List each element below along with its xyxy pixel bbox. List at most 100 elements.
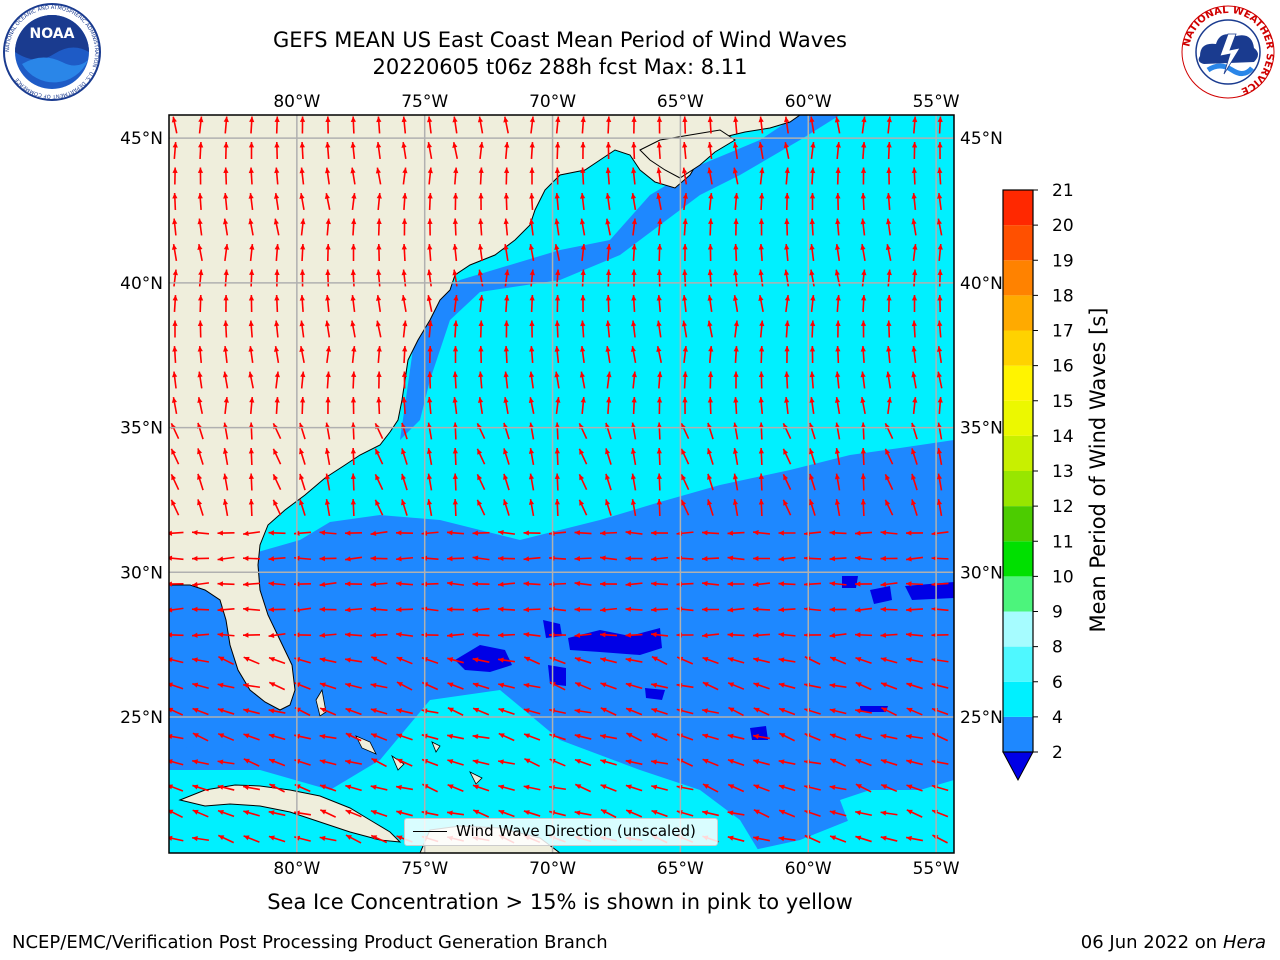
wind-wave-arrow — [784, 243, 790, 262]
colorbar-extend — [1002, 751, 1034, 782]
wind-wave-arrow — [497, 581, 516, 587]
wind-wave-arrow — [906, 707, 923, 716]
wind-wave-arrow — [350, 473, 356, 491]
wind-wave-arrow — [376, 371, 382, 389]
wind-wave-arrow — [248, 498, 254, 517]
wind-wave-arrow — [395, 606, 414, 613]
wind-wave-arrow — [758, 218, 765, 236]
wind-wave-arrow — [345, 682, 362, 689]
wind-wave-arrow — [427, 243, 433, 262]
wind-wave-arrow — [198, 141, 204, 160]
wind-wave-arrow — [345, 732, 362, 742]
wind-wave-arrow — [223, 269, 229, 287]
wind-wave-arrow — [758, 473, 764, 491]
wind-wave-arrow — [911, 192, 917, 211]
wind-wave-arrow — [733, 269, 739, 287]
colorbar-tick-label: 18 — [1052, 286, 1074, 306]
wind-wave-arrow — [554, 473, 560, 491]
wind-wave-arrow — [242, 682, 261, 689]
wind-wave-arrow — [375, 320, 382, 338]
footer-date-text: 06 Jun 2022 on — [1080, 932, 1218, 953]
wind-wave-arrow — [732, 473, 739, 491]
colorbar-segment — [1003, 541, 1033, 577]
wind-wave-arrow — [937, 320, 943, 338]
wind-wave-arrow — [172, 141, 178, 160]
wind-wave-arrow — [682, 269, 688, 287]
wind-wave-arrow — [319, 530, 337, 536]
wind-wave-arrow — [778, 657, 796, 663]
wind-wave-arrow — [630, 447, 637, 466]
wind-wave-arrow — [477, 116, 484, 134]
noaa-logo: NOAA NATIONAL OCEANIC AND ATMOSPHERIC AD… — [2, 2, 102, 102]
wind-wave-arrow — [274, 269, 280, 287]
wind-wave-arrow — [855, 783, 872, 793]
wind-wave-arrow — [599, 632, 618, 638]
wind-wave-arrow — [880, 835, 898, 842]
wind-wave-arrow — [606, 396, 612, 415]
wind-wave-arrow — [727, 657, 745, 664]
map-frame — [168, 114, 955, 854]
wind-wave-arrow — [325, 396, 331, 415]
wind-wave-arrow — [217, 581, 235, 587]
wind-wave-arrow — [376, 141, 382, 160]
wind-wave-arrow — [835, 371, 841, 389]
wind-wave-arrow — [600, 682, 617, 690]
wind-wave-arrow — [707, 448, 714, 465]
wind-wave-arrow — [478, 371, 484, 389]
colorbar-tick-label: 4 — [1052, 708, 1063, 728]
colorbar-segment — [1003, 330, 1033, 366]
wind-wave-arrow — [630, 192, 637, 211]
wind-wave-arrow — [395, 784, 414, 791]
wind-wave-arrow — [497, 657, 516, 663]
wind-wave-arrow — [656, 422, 662, 440]
wind-wave-arrow — [605, 473, 612, 491]
wind-wave-arrow — [682, 141, 688, 160]
lon-label: 75°W — [401, 92, 448, 112]
wind-wave-arrow — [733, 218, 739, 236]
wind-wave-arrow — [733, 345, 739, 364]
wind-wave-arrow — [936, 447, 943, 466]
wind-wave-arrow — [911, 295, 918, 312]
wind-wave-arrow — [427, 320, 433, 338]
wind-wave-arrow — [834, 243, 841, 262]
wind-wave-arrow — [427, 396, 433, 415]
wind-wave-arrow — [778, 784, 796, 792]
wind-wave-arrow — [192, 784, 209, 792]
wind-wave-arrow — [172, 269, 178, 287]
wind-wave-arrow — [778, 809, 796, 818]
wind-wave-arrow — [554, 498, 560, 517]
wind-wave-arrow — [498, 809, 515, 818]
wind-wave-arrow — [447, 657, 464, 664]
wind-wave-arrow — [733, 396, 739, 415]
wind-wave-arrow — [708, 218, 714, 236]
colorbar-segment — [1003, 506, 1033, 542]
wind-wave-arrow — [170, 473, 180, 491]
wind-wave-arrow — [498, 732, 515, 742]
wind-wave-arrow — [580, 243, 586, 262]
wind-wave-arrow — [523, 607, 541, 613]
wind-wave-arrow — [752, 581, 771, 587]
wind-wave-arrow — [779, 732, 795, 742]
wind-wave-arrow — [269, 783, 285, 793]
colorbar-tick-label: 15 — [1052, 392, 1074, 412]
wind-wave-arrow — [249, 396, 255, 415]
wind-wave-arrow — [554, 345, 560, 364]
wind-wave-arrow — [829, 733, 847, 741]
wind-wave-arrow — [554, 218, 560, 236]
wind-wave-arrow — [905, 556, 924, 562]
wind-wave-arrow — [401, 396, 407, 415]
wind-wave-arrow — [197, 320, 204, 338]
wind-wave-arrow — [472, 809, 490, 818]
wind-wave-arrow — [401, 269, 407, 287]
wind-wave-arrow — [829, 632, 847, 638]
wind-wave-arrow — [580, 396, 586, 415]
wind-wave-arrow — [778, 607, 796, 613]
wind-wave-arrow — [885, 218, 892, 236]
wind-wave-arrow — [880, 632, 898, 638]
wind-wave-arrow — [299, 167, 305, 185]
colorbar-tick-label: 9 — [1052, 603, 1063, 623]
wind-wave-arrow — [395, 556, 414, 562]
wind-wave-arrow — [427, 218, 433, 236]
wind-wave-arrow — [631, 218, 637, 236]
wind-wave-arrow — [402, 320, 408, 338]
